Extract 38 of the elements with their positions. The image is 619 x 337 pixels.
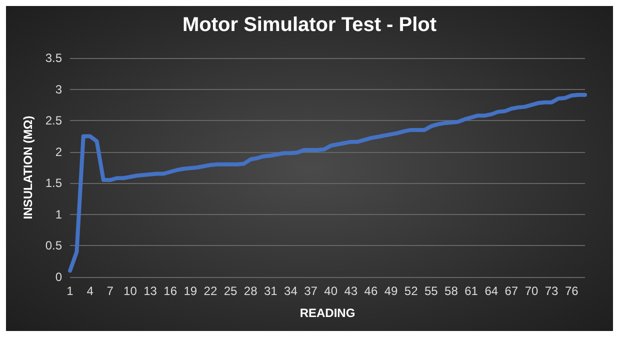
x-tick-label: 1 xyxy=(66,284,74,298)
x-tick-label: 40 xyxy=(324,284,338,298)
x-tick-label: 76 xyxy=(564,284,579,298)
y-tick-label: 1.5 xyxy=(45,176,62,190)
chart-title: Motor Simulator Test - Plot xyxy=(182,14,437,36)
x-tick-label: 49 xyxy=(384,284,398,298)
x-tick-label: 28 xyxy=(244,284,258,298)
y-tick-label: 0.5 xyxy=(45,238,62,253)
x-tick-label: 22 xyxy=(204,284,218,298)
x-axis-title: READING xyxy=(300,306,356,320)
x-tick-label: 58 xyxy=(444,284,458,298)
line-series xyxy=(68,92,587,273)
x-tick-label: 43 xyxy=(344,284,358,298)
x-tick-label: 19 xyxy=(184,284,198,298)
x-tick-label: 34 xyxy=(284,284,298,298)
x-tick-label: 13 xyxy=(144,284,158,298)
x-tick-label: 70 xyxy=(524,284,538,298)
y-tick-label: 1 xyxy=(55,207,62,222)
x-tick-label: 52 xyxy=(404,284,418,298)
x-tick-label: 37 xyxy=(304,284,318,298)
x-tick-label: 61 xyxy=(464,284,478,298)
x-tick-label: 55 xyxy=(424,284,438,298)
x-tick-label: 7 xyxy=(106,284,114,298)
x-tick-label: 67 xyxy=(504,284,518,298)
x-tick-label: 73 xyxy=(544,284,559,298)
x-tick-label: 4 xyxy=(86,284,94,298)
x-tick-label: 31 xyxy=(264,284,278,298)
x-tick-label: 46 xyxy=(364,284,378,298)
y-axis-title: INSULATION (MΩ) xyxy=(21,116,35,220)
y-tick-label: 0 xyxy=(55,270,62,284)
x-tick-label: 64 xyxy=(484,284,498,298)
y-tick-label: 2 xyxy=(55,144,62,159)
y-tick-label: 2.5 xyxy=(45,114,62,128)
x-tick-label: 16 xyxy=(164,284,178,298)
y-tick-label: 3.5 xyxy=(45,51,62,65)
x-tick-label: 10 xyxy=(124,284,138,298)
y-tick-label: 3 xyxy=(55,82,62,96)
x-tick-label: 25 xyxy=(224,284,238,298)
